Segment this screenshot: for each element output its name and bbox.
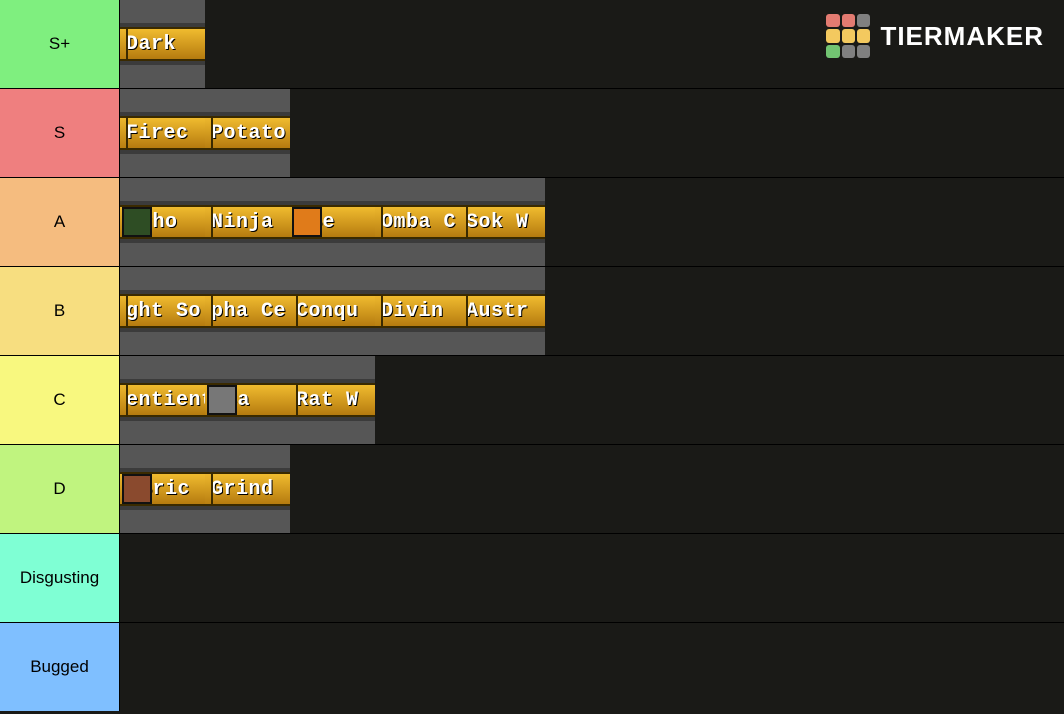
item-nameplate: Dark xyxy=(120,27,205,61)
tier-items: Bric Grind xyxy=(120,445,1064,533)
tier-item[interactable]: Ninja xyxy=(205,178,290,266)
item-nameplate: Omba C xyxy=(375,205,460,239)
tier-label[interactable]: Disgusting xyxy=(0,534,120,622)
item-label: Potato xyxy=(211,122,286,145)
tiermaker-logo: TIERMAKER xyxy=(826,14,1044,58)
tier-items: entientCa Rat W xyxy=(120,356,1064,444)
item-label: entient xyxy=(126,389,205,412)
tier-row: Bght So pha Ce Conqu Divin Austr xyxy=(0,266,1064,355)
item-icon xyxy=(207,385,237,415)
item-label: pha Ce xyxy=(211,300,286,323)
tier-row: Disgusting xyxy=(0,533,1064,622)
tier-label[interactable]: D xyxy=(0,445,120,533)
tier-item[interactable]: Potato xyxy=(205,89,290,177)
item-label: ght So xyxy=(126,300,201,323)
item-nameplate: Ninja xyxy=(205,205,290,239)
tier-items: Firec Potato xyxy=(120,89,1064,177)
item-nameplate: Firec xyxy=(120,116,205,150)
item-label: Rat W xyxy=(296,389,359,412)
tier-item[interactable]: Pho xyxy=(120,178,205,266)
item-nameplate: Grind xyxy=(205,472,290,506)
item-icon xyxy=(292,207,322,237)
tier-item[interactable]: Firec xyxy=(120,89,205,177)
tier-item[interactable]: Grind xyxy=(205,445,290,533)
item-nameplate: Conqu xyxy=(290,294,375,328)
item-nameplate: Potato xyxy=(205,116,290,150)
item-label: Sok W xyxy=(466,211,529,234)
tier-item[interactable]: Divin xyxy=(375,267,460,355)
tier-items xyxy=(120,623,1064,711)
item-nameplate: Rat W xyxy=(290,383,375,417)
tier-label[interactable]: Bugged xyxy=(0,623,120,711)
tier-item[interactable]: Austr xyxy=(460,267,545,355)
item-label: Austr xyxy=(466,300,529,323)
tier-item[interactable]: ght So xyxy=(120,267,205,355)
item-label: Ninja xyxy=(211,211,274,234)
tier-items: ght So pha Ce Conqu Divin Austr xyxy=(120,267,1064,355)
tier-item[interactable]: Dark xyxy=(120,0,205,88)
tier-label[interactable]: S xyxy=(0,89,120,177)
item-icon xyxy=(122,207,152,237)
tier-label[interactable]: S+ xyxy=(0,0,120,88)
tier-item[interactable]: pha Ce xyxy=(205,267,290,355)
tier-item[interactable]: Sok W xyxy=(460,178,545,266)
item-label: Omba C xyxy=(381,211,456,234)
item-nameplate: Austr xyxy=(460,294,545,328)
tier-row: CentientCa Rat W xyxy=(0,355,1064,444)
logo-text: TIERMAKER xyxy=(880,21,1044,52)
item-label: Dark xyxy=(126,33,176,56)
tier-row: S Firec Potato xyxy=(0,88,1064,177)
tier-list: S+ Dark S Firec Potato APho Ninja Be Omba C Sok W… xyxy=(0,0,1064,711)
item-nameplate: Divin xyxy=(375,294,460,328)
tier-label[interactable]: B xyxy=(0,267,120,355)
tier-item[interactable]: Be xyxy=(290,178,375,266)
tier-item[interactable]: Ca xyxy=(205,356,290,444)
item-nameplate: ght So xyxy=(120,294,205,328)
tier-item[interactable]: Rat W xyxy=(290,356,375,444)
logo-grid-icon xyxy=(826,14,870,58)
tier-item[interactable]: Bric xyxy=(120,445,205,533)
item-nameplate: Sok W xyxy=(460,205,545,239)
item-label: Conqu xyxy=(296,300,359,323)
tier-row: APho Ninja Be Omba C Sok W xyxy=(0,177,1064,266)
tier-label[interactable]: C xyxy=(0,356,120,444)
tier-row: DBric Grind xyxy=(0,444,1064,533)
tier-items: Pho Ninja Be Omba C Sok W xyxy=(120,178,1064,266)
item-label: Firec xyxy=(126,122,189,145)
tier-item[interactable]: Conqu xyxy=(290,267,375,355)
tier-label[interactable]: A xyxy=(0,178,120,266)
tier-row: Bugged xyxy=(0,622,1064,711)
tier-item[interactable]: entient xyxy=(120,356,205,444)
item-label: Grind xyxy=(211,478,274,501)
item-nameplate: pha Ce xyxy=(205,294,290,328)
item-nameplate: entient xyxy=(120,383,205,417)
item-label: Divin xyxy=(381,300,444,323)
item-icon xyxy=(122,474,152,504)
tier-item[interactable]: Omba C xyxy=(375,178,460,266)
tier-items xyxy=(120,534,1064,622)
